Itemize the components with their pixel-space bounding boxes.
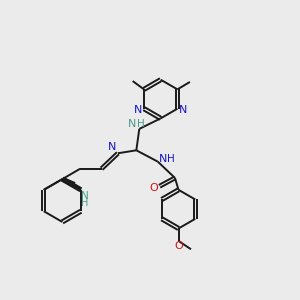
Text: O: O bbox=[150, 183, 158, 193]
Text: H: H bbox=[137, 118, 145, 128]
Text: N: N bbox=[179, 105, 188, 115]
Text: N: N bbox=[128, 118, 136, 128]
Text: N: N bbox=[134, 105, 142, 115]
Text: O: O bbox=[174, 241, 183, 251]
Text: N: N bbox=[108, 142, 117, 152]
Text: H: H bbox=[167, 154, 175, 164]
Text: N: N bbox=[80, 191, 88, 201]
Text: N: N bbox=[159, 154, 167, 164]
Text: H: H bbox=[81, 198, 88, 208]
